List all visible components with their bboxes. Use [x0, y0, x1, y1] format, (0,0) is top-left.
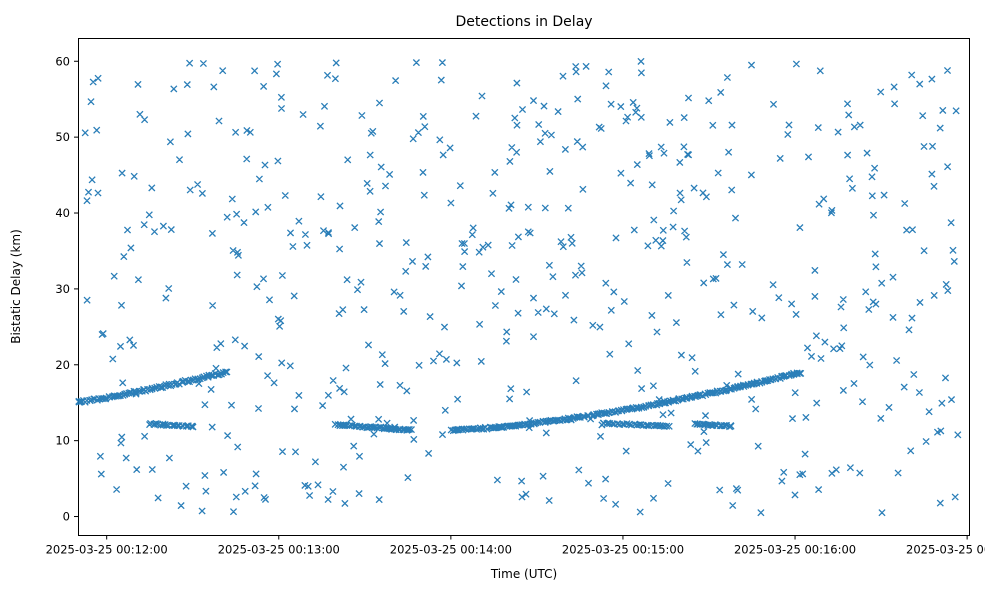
y-tick-label: 10 — [55, 434, 70, 448]
y-tick-label: 20 — [55, 358, 70, 372]
x-tick-label: 2025-03-25 00:17:00 — [906, 543, 985, 557]
scatter-points — [75, 57, 962, 517]
y-tick-label: 40 — [55, 206, 70, 220]
x-tick-label: 2025-03-25 00:14:00 — [390, 543, 512, 557]
x-tick-label: 2025-03-25 00:12:00 — [46, 543, 168, 557]
plot-frame — [78, 38, 970, 536]
y-axis-label: Bistatic Delay (km) — [9, 229, 23, 344]
y-tick-label: 30 — [55, 282, 70, 296]
chart-title: Detections in Delay — [455, 14, 592, 30]
x-tick-group: 2025-03-25 00:12:00 2025-03-25 00:13:00 20… — [46, 535, 985, 557]
x-tick-label: 2025-03-25 00:13:00 — [218, 543, 340, 557]
y-tick-label: 50 — [55, 130, 70, 144]
y-tick-group: 0 10 20 30 40 50 60 — [55, 54, 78, 524]
x-tick-label: 2025-03-25 00:15:00 — [562, 543, 684, 557]
x-tick-label: 2025-03-25 00:16:00 — [734, 543, 856, 557]
y-tick-label: 0 — [63, 510, 70, 524]
y-tick-label: 60 — [55, 54, 70, 68]
x-axis-label: Time (UTC) — [490, 567, 557, 581]
